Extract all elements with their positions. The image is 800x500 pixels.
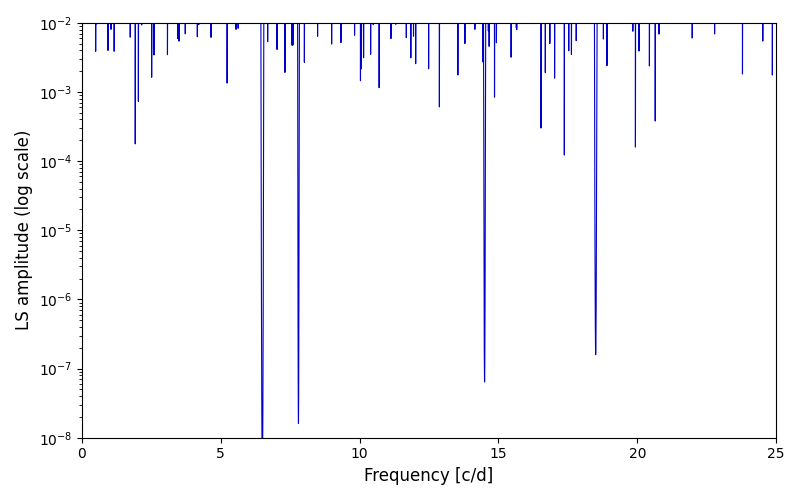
X-axis label: Frequency [c/d]: Frequency [c/d] <box>364 467 494 485</box>
Y-axis label: LS amplitude (log scale): LS amplitude (log scale) <box>15 130 33 330</box>
